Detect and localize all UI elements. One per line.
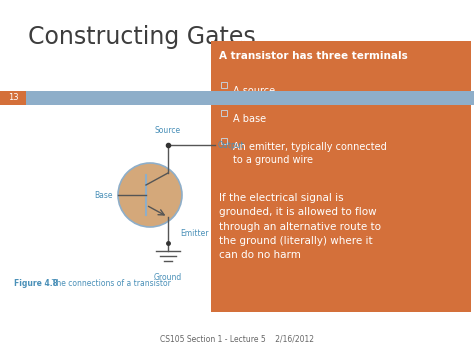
Text: The connections of a transistor: The connections of a transistor (47, 279, 171, 289)
Bar (221, 110, 227, 116)
Text: A transistor has three terminals: A transistor has three terminals (219, 51, 408, 61)
Text: Figure 4.8: Figure 4.8 (14, 279, 58, 289)
Text: Base: Base (94, 191, 113, 200)
Text: CS105 Section 1 - Lecture 5    2/16/2012: CS105 Section 1 - Lecture 5 2/16/2012 (160, 334, 314, 344)
Text: 13: 13 (8, 93, 18, 103)
Text: Constructing Gates: Constructing Gates (28, 25, 256, 49)
Text: Output: Output (218, 141, 245, 149)
Text: Source: Source (155, 126, 181, 135)
Bar (221, 138, 227, 144)
Bar (221, 82, 227, 88)
Text: A source: A source (233, 86, 275, 96)
Text: If the electrical signal is
grounded, it is allowed to flow
through an alternati: If the electrical signal is grounded, it… (219, 193, 381, 261)
Bar (0, 91, 474, 105)
Bar (0, 91, 26, 105)
Text: A base: A base (233, 114, 266, 124)
Text: Ground: Ground (154, 273, 182, 282)
Text: Emitter: Emitter (180, 229, 209, 237)
Circle shape (118, 163, 182, 227)
Text: An emitter, typically connected
to a ground wire: An emitter, typically connected to a gro… (233, 142, 387, 165)
Bar (211, 41, 471, 312)
